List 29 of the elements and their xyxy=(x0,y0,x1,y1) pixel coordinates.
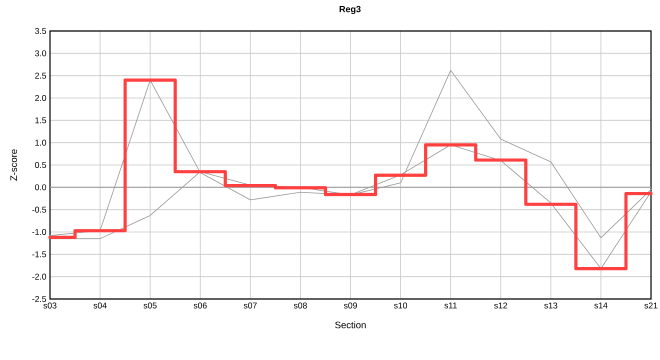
y-tick-label: -2.5 xyxy=(32,296,46,302)
y-tick-label: 0.0 xyxy=(35,184,46,190)
x-tick-label: s04 xyxy=(93,302,107,309)
y-tick-label: -1.0 xyxy=(32,229,46,235)
x-tick-label: s05 xyxy=(144,302,157,309)
y-tick-label: 1.0 xyxy=(35,140,46,146)
y-tick-label: 3.0 xyxy=(35,50,46,56)
x-tick-label: s14 xyxy=(594,302,608,308)
y-tick-label: 0.5 xyxy=(35,162,46,168)
x-tick-label: s11 xyxy=(444,302,457,308)
y-tick-label: 2.0 xyxy=(35,95,46,101)
x-tick-label: s10 xyxy=(394,302,408,309)
y-tick-label: 2.5 xyxy=(35,72,46,79)
y-tick-label: -1.5 xyxy=(32,251,46,258)
x-axis-title: Section xyxy=(335,321,366,328)
x-tick-label: s21 xyxy=(644,302,658,309)
y-axis-title: Z-score xyxy=(10,149,18,181)
y-tick-label: -2.0 xyxy=(32,274,46,280)
y-tick-label: 3.5 xyxy=(35,28,46,34)
y-tick-label: 1.5 xyxy=(35,117,46,124)
x-tick-label: s13 xyxy=(544,302,558,309)
x-tick-label: s12 xyxy=(494,302,508,309)
x-tick-label: s08 xyxy=(294,302,307,309)
chart-title: Reg3 xyxy=(340,6,361,14)
x-tick-label: s06 xyxy=(194,302,207,309)
y-tick-label: -0.5 xyxy=(32,206,46,213)
x-tick-label: s09 xyxy=(344,302,357,309)
x-tick-label: s07 xyxy=(244,302,257,309)
x-tick-label: s03 xyxy=(43,302,56,309)
